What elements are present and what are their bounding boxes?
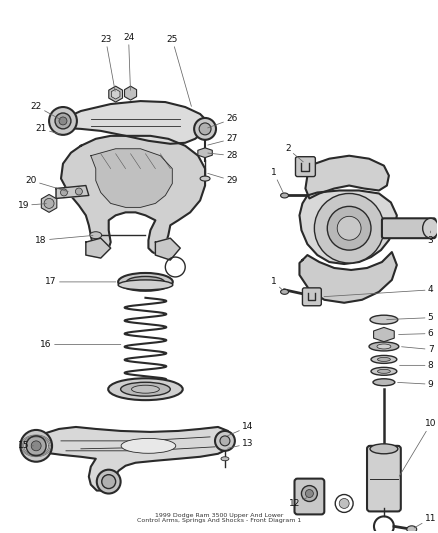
Text: 14: 14: [227, 423, 254, 436]
Text: 6: 6: [399, 329, 434, 338]
Circle shape: [31, 441, 41, 451]
Text: 5: 5: [387, 313, 434, 322]
Text: 8: 8: [399, 361, 434, 370]
Text: 2: 2: [285, 144, 303, 162]
Text: 3: 3: [428, 231, 434, 245]
Circle shape: [20, 430, 52, 462]
Circle shape: [301, 486, 318, 502]
Polygon shape: [59, 101, 210, 144]
Text: 15: 15: [18, 441, 33, 450]
Ellipse shape: [118, 273, 173, 291]
Circle shape: [49, 107, 77, 135]
Text: 9: 9: [398, 379, 434, 389]
FancyBboxPatch shape: [382, 219, 435, 238]
Ellipse shape: [121, 438, 176, 453]
Ellipse shape: [118, 280, 173, 290]
Polygon shape: [300, 252, 397, 303]
Ellipse shape: [120, 382, 170, 396]
Ellipse shape: [373, 379, 395, 386]
Polygon shape: [86, 238, 111, 258]
Text: 7: 7: [402, 345, 434, 354]
Text: 24: 24: [123, 33, 134, 90]
Text: 27: 27: [208, 134, 237, 145]
Polygon shape: [109, 86, 123, 102]
Polygon shape: [111, 89, 120, 99]
Ellipse shape: [370, 315, 398, 324]
FancyBboxPatch shape: [294, 479, 324, 514]
Polygon shape: [56, 185, 89, 198]
FancyBboxPatch shape: [367, 446, 401, 512]
Ellipse shape: [131, 385, 159, 393]
Polygon shape: [91, 149, 172, 207]
Text: 1: 1: [271, 277, 283, 290]
Polygon shape: [61, 136, 205, 255]
Circle shape: [199, 123, 211, 135]
Text: 1999 Dodge Ram 3500 Upper And Lower
Control Arms, Springs And Shocks - Front Dia: 1999 Dodge Ram 3500 Upper And Lower Cont…: [137, 513, 301, 523]
Ellipse shape: [378, 369, 390, 373]
Ellipse shape: [423, 219, 438, 238]
Polygon shape: [305, 156, 389, 198]
Polygon shape: [31, 427, 232, 490]
Ellipse shape: [371, 356, 397, 364]
Circle shape: [220, 436, 230, 446]
Circle shape: [305, 489, 313, 497]
Ellipse shape: [371, 367, 397, 375]
Ellipse shape: [281, 193, 289, 198]
Text: 29: 29: [208, 173, 237, 185]
Text: 11: 11: [414, 514, 436, 528]
Ellipse shape: [281, 289, 289, 294]
Circle shape: [60, 189, 67, 196]
Ellipse shape: [370, 444, 398, 454]
Text: 26: 26: [208, 115, 237, 128]
Circle shape: [102, 475, 116, 489]
Circle shape: [215, 431, 235, 451]
Ellipse shape: [108, 378, 183, 400]
Ellipse shape: [90, 232, 102, 239]
Ellipse shape: [378, 358, 390, 361]
Polygon shape: [155, 238, 180, 260]
Ellipse shape: [127, 277, 164, 287]
Text: 12: 12: [289, 498, 307, 508]
Circle shape: [97, 470, 120, 494]
Polygon shape: [41, 195, 57, 212]
Polygon shape: [198, 148, 212, 158]
Circle shape: [194, 118, 216, 140]
Circle shape: [44, 198, 54, 208]
Ellipse shape: [369, 342, 399, 351]
Ellipse shape: [377, 344, 391, 349]
Text: 21: 21: [35, 124, 60, 134]
FancyBboxPatch shape: [303, 288, 321, 306]
Text: 28: 28: [208, 151, 237, 160]
Circle shape: [327, 206, 371, 250]
Circle shape: [314, 193, 384, 263]
Text: 13: 13: [228, 439, 254, 448]
Text: 1: 1: [271, 168, 283, 193]
Ellipse shape: [407, 526, 417, 533]
Text: 19: 19: [18, 201, 46, 210]
Text: 18: 18: [35, 236, 93, 245]
Polygon shape: [374, 327, 394, 342]
Circle shape: [337, 216, 361, 240]
Circle shape: [339, 498, 349, 508]
Text: 25: 25: [166, 35, 191, 107]
Ellipse shape: [221, 457, 229, 461]
Circle shape: [59, 117, 67, 125]
Text: 22: 22: [31, 102, 60, 119]
Circle shape: [55, 113, 71, 129]
Text: 20: 20: [25, 176, 68, 192]
Circle shape: [75, 188, 82, 195]
Text: 17: 17: [45, 277, 116, 286]
FancyBboxPatch shape: [296, 157, 315, 176]
Ellipse shape: [200, 176, 210, 181]
Polygon shape: [124, 86, 137, 100]
Text: 23: 23: [100, 35, 115, 91]
Text: 16: 16: [40, 340, 121, 349]
Text: 10: 10: [399, 419, 436, 477]
Text: 4: 4: [324, 285, 434, 297]
Circle shape: [26, 436, 46, 456]
Polygon shape: [300, 190, 397, 264]
